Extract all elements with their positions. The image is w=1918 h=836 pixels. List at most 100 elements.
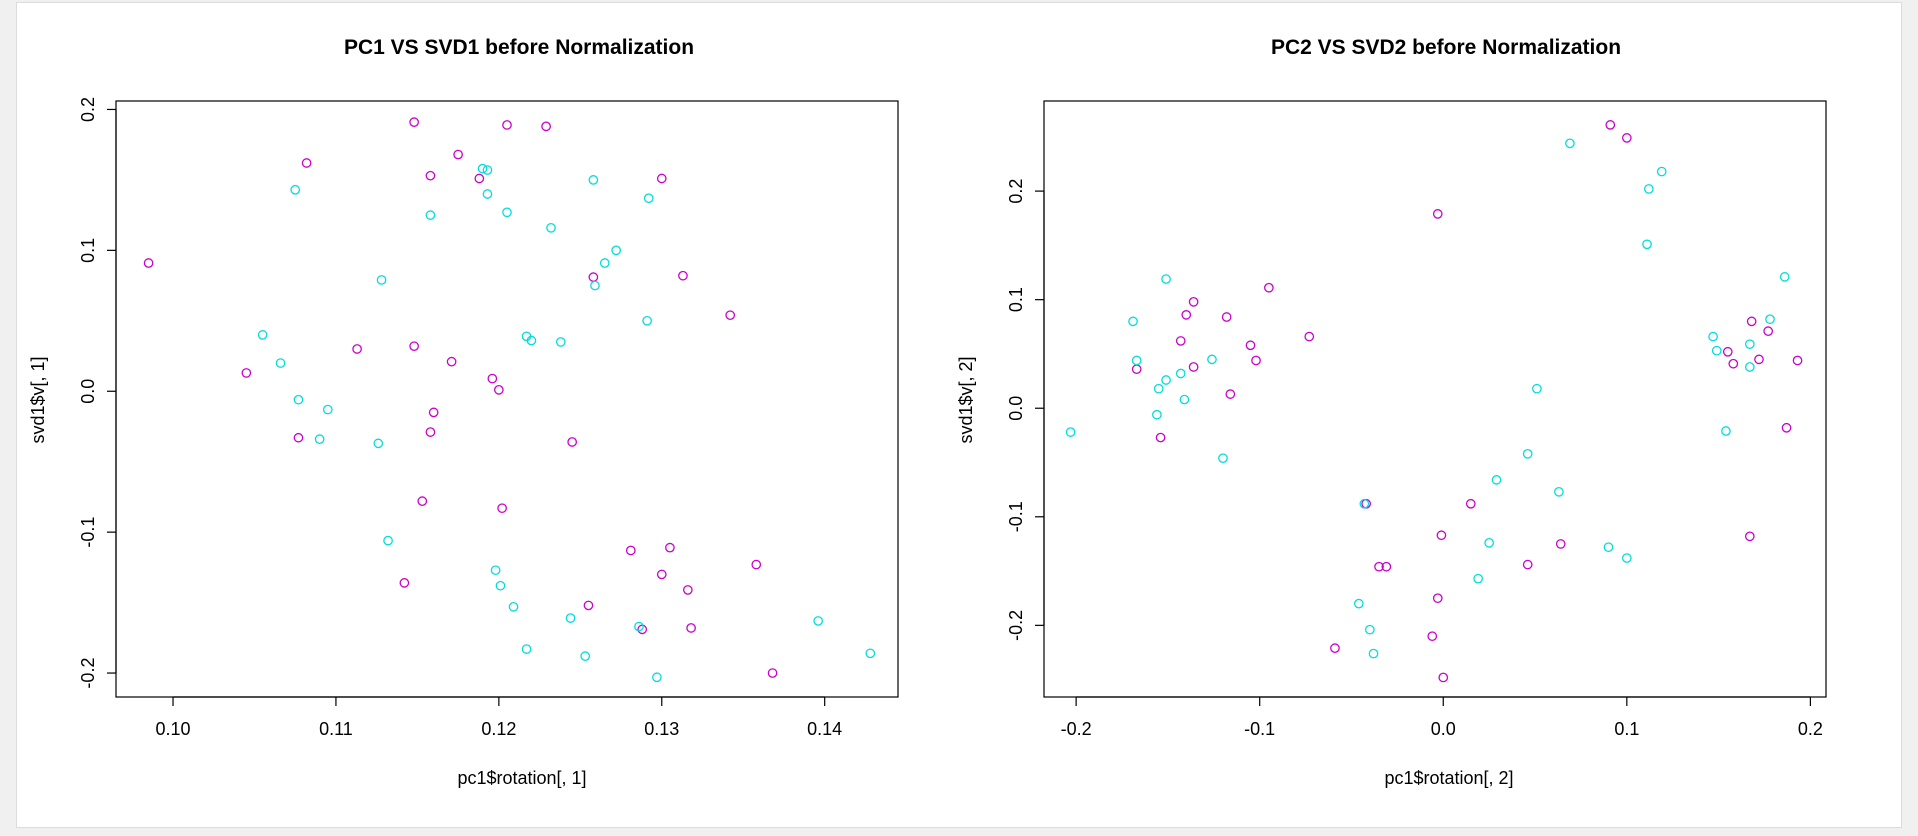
- data-point: [1555, 539, 1566, 549]
- data-point: [502, 120, 512, 130]
- y-tick-label: -0.1: [78, 517, 98, 548]
- data-point: [143, 258, 154, 268]
- data-point: [314, 434, 325, 445]
- data-point: [1374, 561, 1384, 572]
- data-point: [1554, 486, 1564, 497]
- data-point: [1432, 593, 1443, 604]
- scatter-panel-pc1-svd1: PC1 VS SVD1 before Normalization pc1$rot…: [28, 36, 899, 788]
- plot-window: PC1 VS SVD1 before Normalization pc1$rot…: [16, 2, 1902, 828]
- y-tick-label: 0.1: [1006, 287, 1026, 312]
- data-point: [1364, 624, 1375, 635]
- data-point: [352, 344, 362, 354]
- data-point: [1728, 358, 1739, 369]
- data-point: [293, 432, 304, 443]
- data-point: [495, 580, 506, 591]
- data-point: [241, 368, 252, 378]
- x-axis: -0.2 -0.1 0.0 0.1 0.2: [1061, 696, 1823, 739]
- data-point: [1175, 336, 1186, 346]
- x-tick-label: 0.13: [644, 719, 679, 739]
- data-point: [656, 173, 667, 184]
- data-point: [1381, 561, 1392, 572]
- scatter-plots-figure: PC1 VS SVD1 before Normalization pc1$rot…: [28, 36, 1827, 788]
- data-point: [583, 600, 594, 611]
- x-tick-label: 0.0: [1431, 719, 1456, 739]
- data-point: [1532, 383, 1542, 394]
- data-point: [257, 330, 268, 340]
- data-point: [425, 170, 436, 181]
- data-point: [767, 668, 778, 678]
- data-point: [1221, 312, 1232, 322]
- data-point: [1744, 531, 1755, 542]
- data-point: [567, 437, 578, 447]
- data-point: [1245, 340, 1256, 351]
- chart-title: PC2 VS SVD2 before Normalization: [1271, 36, 1621, 59]
- data-point: [1754, 354, 1764, 365]
- x-tick-label: 0.1: [1614, 719, 1639, 739]
- data-point: [643, 193, 654, 204]
- data-point: [1153, 383, 1164, 394]
- data-point: [1304, 331, 1315, 342]
- data-point: [1642, 239, 1652, 250]
- data-point: [865, 648, 876, 659]
- data-point: [1522, 448, 1533, 459]
- y-axis-label: svd1$v[, 2]: [956, 356, 976, 443]
- data-point: [1522, 559, 1533, 570]
- x-axis-label: pc1$rotation[, 2]: [1384, 768, 1513, 788]
- data-point: [1792, 355, 1803, 366]
- x-tick-label: -0.1: [1244, 719, 1275, 739]
- data-point: [1484, 537, 1495, 548]
- chart-title: PC1 VS SVD1 before Normalization: [344, 36, 694, 59]
- data-point: [1605, 120, 1616, 130]
- data-point: [1188, 296, 1199, 307]
- data-point: [428, 407, 439, 418]
- data-point: [1131, 364, 1142, 374]
- data-point: [322, 404, 333, 415]
- y-axis-label: svd1$v[, 1]: [28, 356, 48, 443]
- data-point: [1644, 184, 1654, 194]
- data-point: [588, 272, 599, 282]
- x-tick-label: 0.2: [1798, 719, 1823, 739]
- data-point: [682, 585, 693, 595]
- data-point: [1565, 138, 1575, 149]
- data-point: [1621, 133, 1632, 143]
- data-point: [1744, 339, 1755, 350]
- data-point: [482, 165, 493, 175]
- data-point: [1181, 310, 1192, 320]
- data-point: [1251, 355, 1261, 366]
- data-point: [725, 310, 736, 321]
- data-point: [611, 245, 622, 256]
- data-point: [446, 356, 457, 367]
- data-point: [686, 623, 696, 633]
- data-point: [497, 503, 507, 514]
- data-point: [1155, 432, 1166, 443]
- data-point: [490, 565, 501, 576]
- y-tick-label: 0.2: [1006, 179, 1026, 204]
- data-point: [580, 651, 591, 661]
- data-point: [1161, 375, 1171, 385]
- data-point: [1353, 598, 1364, 609]
- data-point: [1131, 355, 1142, 366]
- data-point: [425, 210, 436, 220]
- data-point: [1330, 643, 1340, 653]
- y-tick-label: -0.2: [78, 658, 98, 689]
- data-point: [453, 149, 463, 160]
- data-point: [275, 358, 286, 368]
- data-point: [1744, 362, 1755, 372]
- data-point: [425, 427, 436, 437]
- data-point: [1711, 345, 1722, 356]
- data-point: [1218, 453, 1228, 464]
- data-point: [474, 173, 485, 184]
- data-point: [637, 624, 648, 635]
- data-point: [625, 545, 636, 556]
- data-point: [1438, 672, 1449, 683]
- data-point: [1473, 573, 1483, 584]
- data-point: [1603, 542, 1614, 553]
- x-tick-label: 0.10: [155, 719, 190, 739]
- data-point: [399, 578, 410, 588]
- data-point: [1491, 475, 1502, 485]
- data-point: [599, 258, 610, 268]
- data-point: [652, 672, 662, 683]
- data-point: [1763, 326, 1774, 336]
- data-point: [1175, 368, 1186, 379]
- y-tick-label: 0.2: [78, 97, 98, 122]
